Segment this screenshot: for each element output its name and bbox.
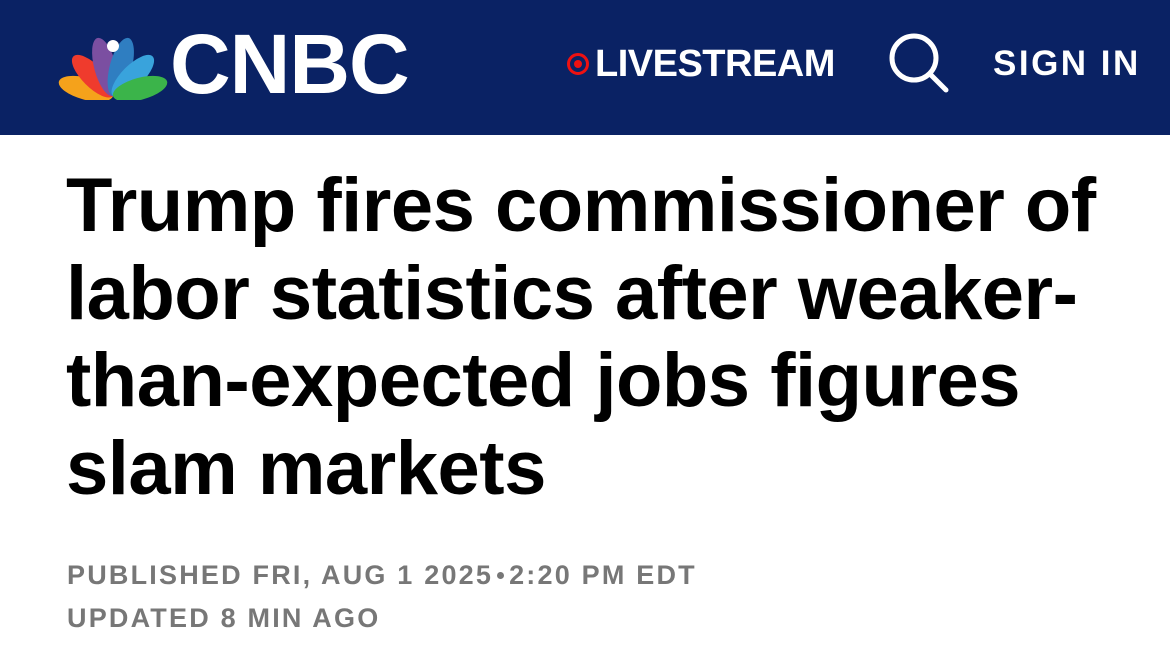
headline: Trump fires commissioner of labor statis… — [66, 163, 1096, 511]
published-date: PUBLISHED FRI, AUG 1 2025 — [67, 560, 494, 590]
updated-time: UPDATED 8 MIN AGO — [67, 603, 381, 633]
logo-text[interactable]: CNBC — [170, 17, 410, 111]
live-indicator — [567, 53, 589, 75]
livestream-label[interactable]: LIVESTREAM — [595, 42, 835, 85]
updated-line: UPDATED 8 MIN AGO — [67, 602, 380, 634]
published-line: PUBLISHED FRI, AUG 1 2025 2:20 PM EDT — [67, 559, 697, 591]
published-time: 2:20 PM EDT — [509, 560, 697, 590]
livestream-link[interactable]: LIVESTREAM — [567, 42, 835, 86]
peacock-logo[interactable] — [58, 30, 168, 100]
sign-in-link[interactable]: SIGN IN — [993, 44, 1141, 83]
search-button[interactable] — [886, 30, 952, 96]
site-header: CNBC LIVESTREAM SIGN IN — [0, 0, 1170, 135]
separator-dot — [497, 571, 505, 579]
